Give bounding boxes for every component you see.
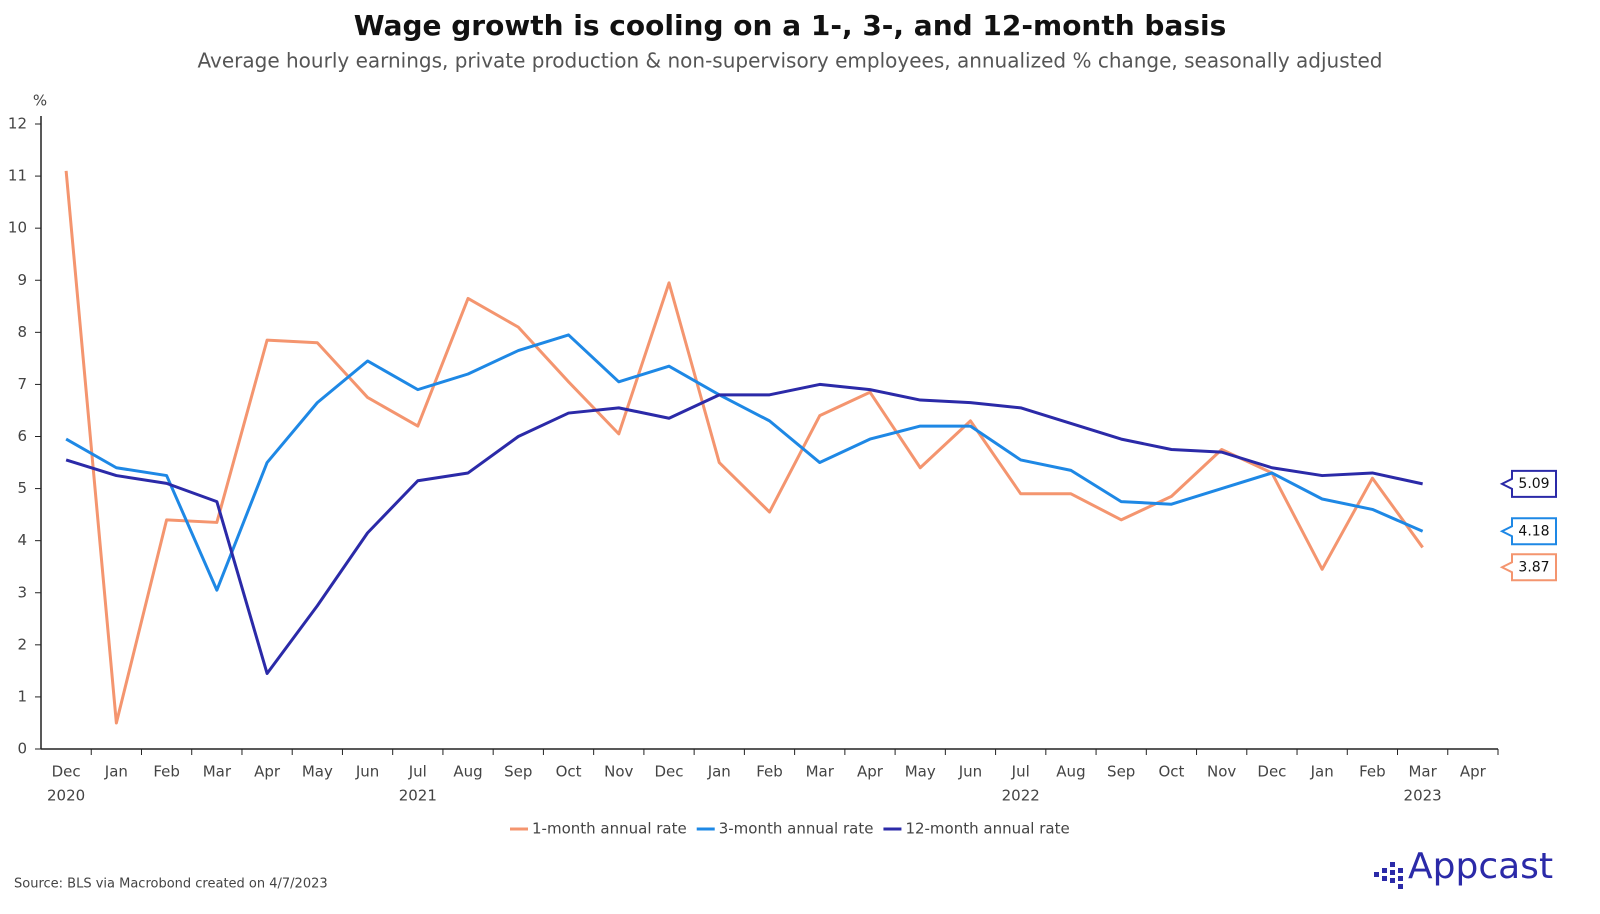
y-tick-label: 1 xyxy=(17,687,27,705)
x-tick-label: Feb xyxy=(756,763,783,781)
y-tick-label: 10 xyxy=(8,219,27,237)
x-tick-label: Dec xyxy=(655,763,684,781)
x-tick-label: Feb xyxy=(153,763,180,781)
x-tick-label: Apr xyxy=(254,763,281,781)
x-tick-label: Feb xyxy=(1359,763,1386,781)
x-year-label: 2023 xyxy=(1404,787,1442,805)
y-tick-label: 12 xyxy=(8,115,27,133)
legend-label: 12-month annual rate xyxy=(905,820,1069,838)
x-tick-label: Aug xyxy=(1056,763,1085,781)
y-tick-label: 8 xyxy=(17,323,27,341)
logo-icon xyxy=(1374,862,1403,889)
x-tick-label: Jun xyxy=(958,763,982,781)
x-tick-label: Aug xyxy=(453,763,482,781)
y-tick-label: 5 xyxy=(17,479,27,497)
x-tick-label: Oct xyxy=(556,763,582,781)
x-tick-label: Mar xyxy=(1408,763,1437,781)
end-label: 3.87 xyxy=(1518,559,1549,575)
chart-title: Wage growth is cooling on a 1-, 3-, and … xyxy=(354,9,1227,42)
chart-subtitle: Average hourly earnings, private product… xyxy=(198,49,1383,73)
end-label: 4.18 xyxy=(1518,523,1549,539)
legend-label: 3-month annual rate xyxy=(719,820,874,838)
y-tick-label: 9 xyxy=(17,271,27,289)
x-tick-label: May xyxy=(302,763,333,781)
y-tick-label: 2 xyxy=(17,635,27,653)
y-tick-label: 0 xyxy=(17,740,27,758)
x-tick-label: Apr xyxy=(1460,763,1487,781)
x-tick-label: Dec xyxy=(1257,763,1286,781)
y-tick-label: 6 xyxy=(17,427,27,445)
x-tick-label: Sep xyxy=(1107,763,1135,781)
source: Source: BLS via Macrobond created on 4/7… xyxy=(14,877,328,892)
x-year-label: 2020 xyxy=(47,787,85,805)
x-year-label: 2022 xyxy=(1002,787,1040,805)
y-tick-label: 11 xyxy=(8,167,27,185)
x-tick-label: Jan xyxy=(104,763,128,781)
x-tick-label: Dec xyxy=(52,763,81,781)
x-tick-label: Nov xyxy=(604,763,633,781)
x-tick-label: Nov xyxy=(1207,763,1236,781)
end-label-box xyxy=(1499,553,1557,582)
legend-label: 1-month annual rate xyxy=(532,820,687,838)
y-tick-label: 4 xyxy=(17,531,27,549)
end-label-box xyxy=(1499,517,1557,546)
end-label-box xyxy=(1499,469,1557,498)
x-tick-label: May xyxy=(905,763,936,781)
x-tick-label: Jan xyxy=(1310,763,1334,781)
x-tick-label: Apr xyxy=(857,763,884,781)
x-tick-label: Mar xyxy=(806,763,835,781)
y-axis-label: % xyxy=(33,92,47,110)
x-tick-label: Jul xyxy=(408,763,427,781)
series-line xyxy=(65,333,1424,592)
series-line xyxy=(64,170,1424,725)
x-year-label: 2021 xyxy=(399,787,437,805)
x-tick-label: Sep xyxy=(504,763,532,781)
x-tick-label: Mar xyxy=(203,763,232,781)
series-line xyxy=(65,382,1423,675)
x-tick-label: Jun xyxy=(355,763,379,781)
logo: Appcast xyxy=(1408,846,1553,887)
end-label: 5.09 xyxy=(1518,476,1549,492)
y-tick-label: 7 xyxy=(17,375,27,393)
y-tick-label: 3 xyxy=(17,583,27,601)
x-tick-label: Jan xyxy=(707,763,731,781)
x-tick-label: Jul xyxy=(1011,763,1030,781)
x-tick-label: Oct xyxy=(1158,763,1184,781)
